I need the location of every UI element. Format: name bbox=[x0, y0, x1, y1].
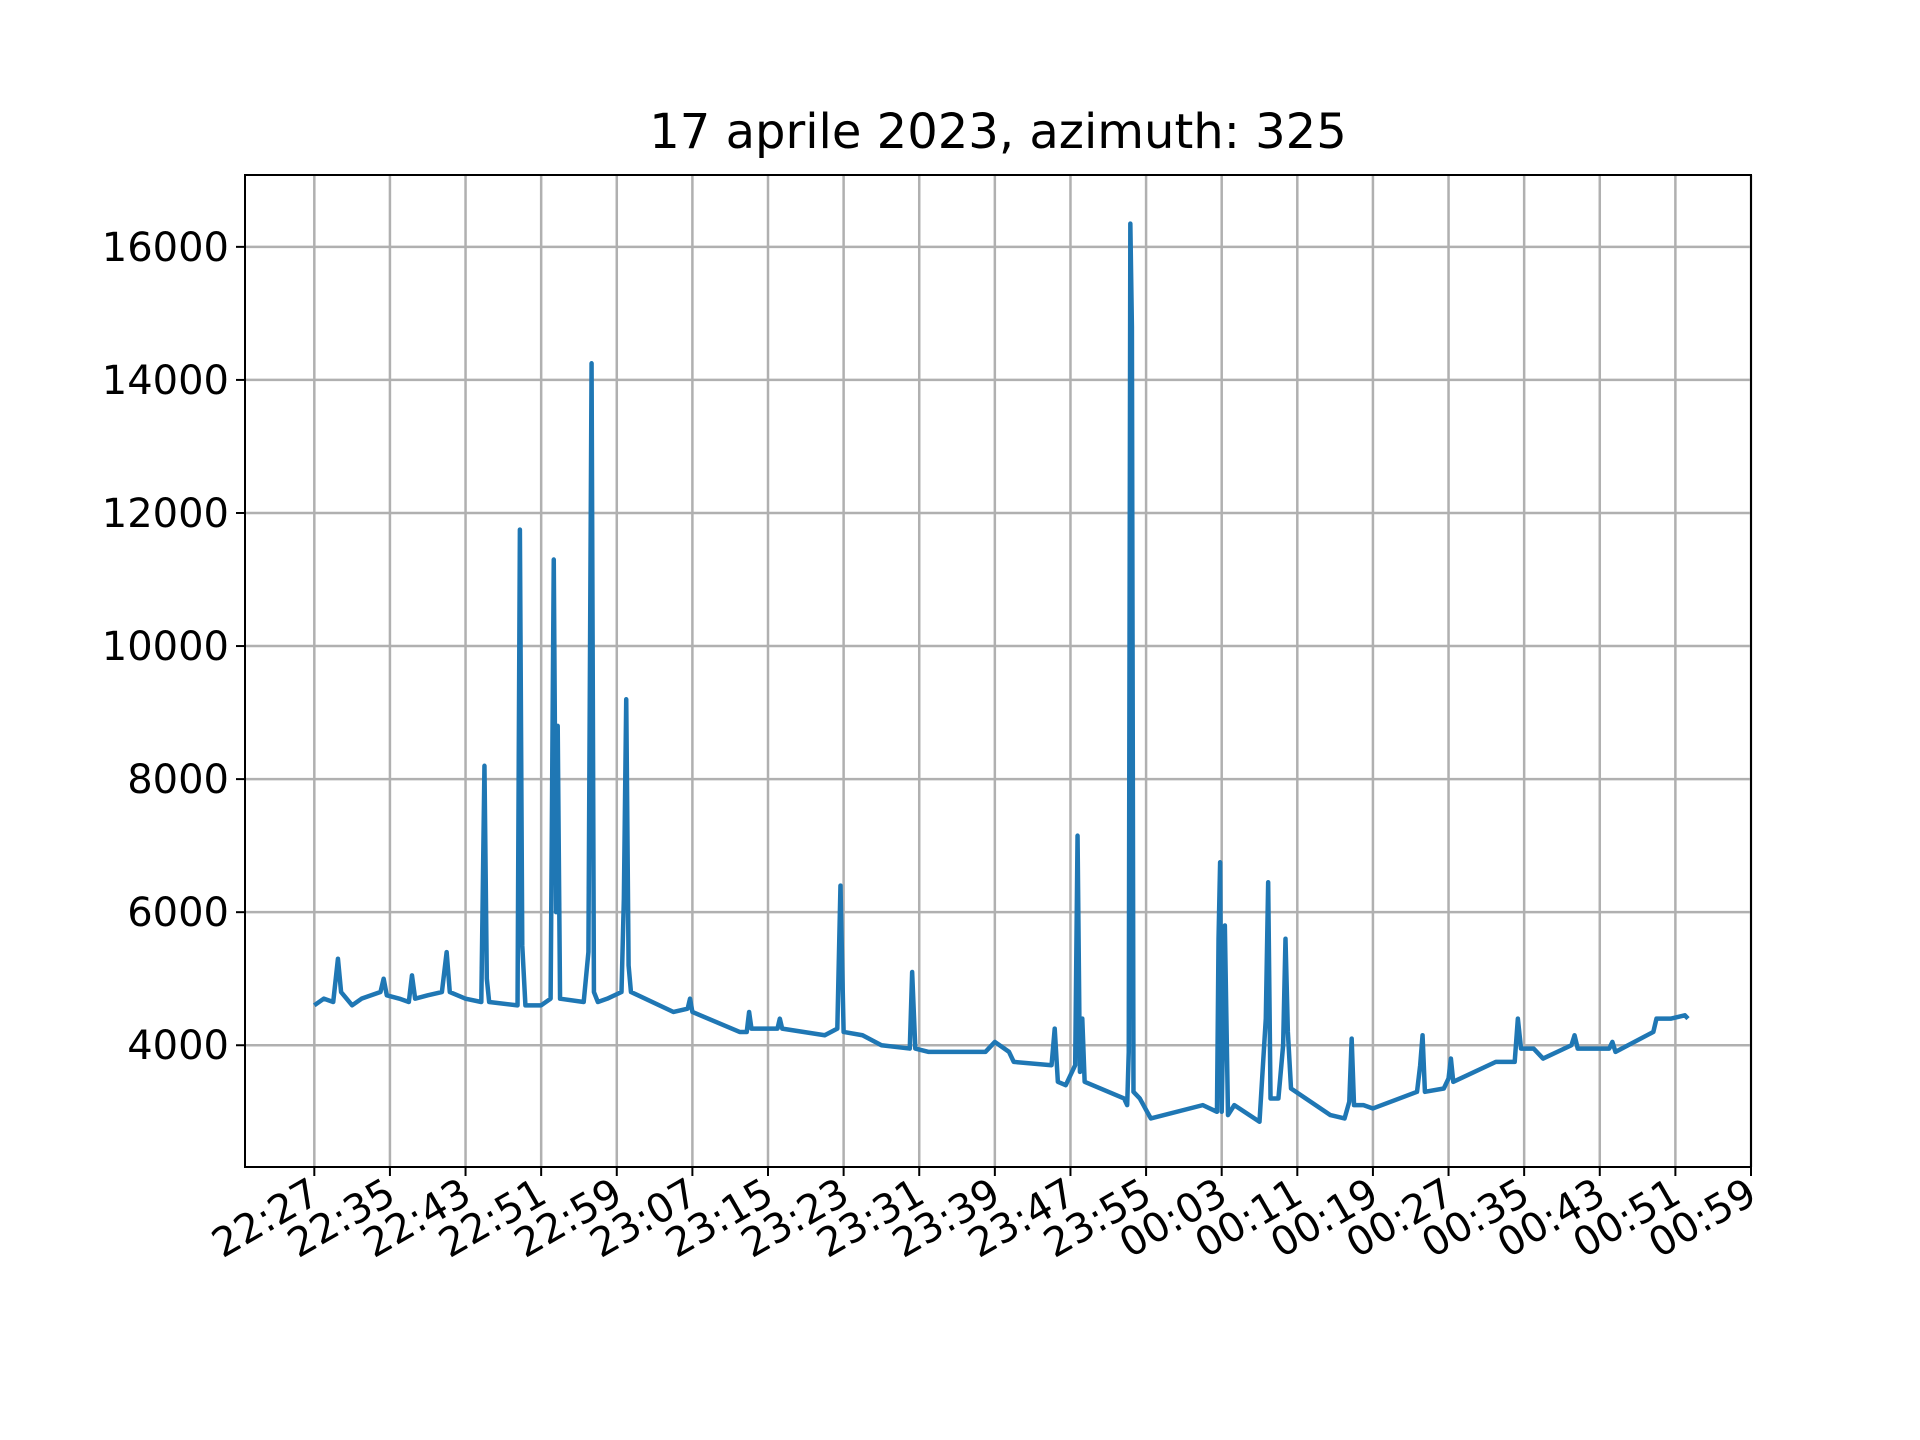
y-tick-label: 12000 bbox=[102, 491, 229, 537]
data-line bbox=[313, 221, 1690, 1125]
y-tick-label: 14000 bbox=[102, 358, 229, 404]
y-tick-label: 16000 bbox=[102, 225, 229, 271]
y-tick-label: 4000 bbox=[127, 1023, 229, 1069]
y-tick-label: 6000 bbox=[127, 890, 229, 936]
y-tick-label: 8000 bbox=[127, 757, 229, 803]
chart-title: 17 aprile 2023, azimuth: 325 bbox=[649, 104, 1347, 160]
y-tick-label: 10000 bbox=[102, 624, 229, 670]
plot-frame bbox=[244, 174, 1752, 1168]
